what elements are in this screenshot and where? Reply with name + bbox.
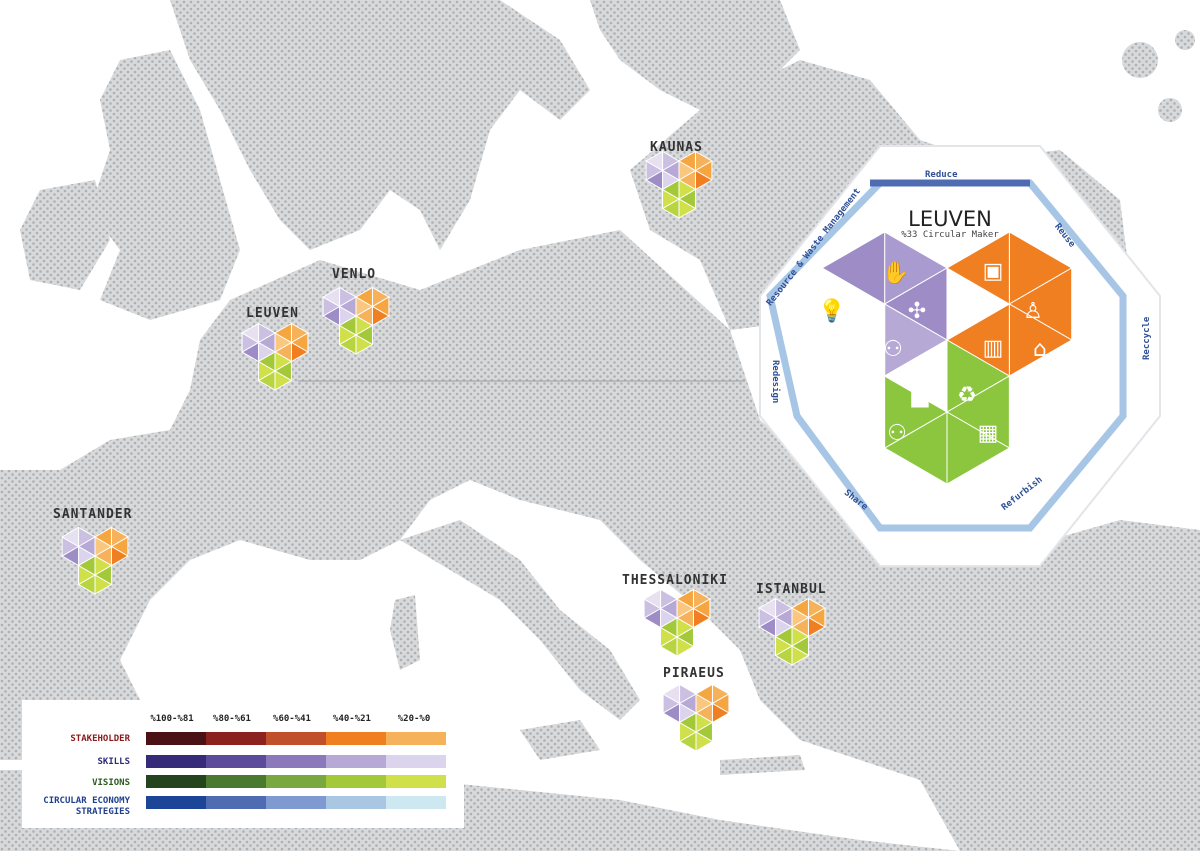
hex-triangle — [61, 526, 80, 548]
hex-triangle — [883, 339, 948, 413]
community-icon: ⚇ — [887, 421, 907, 446]
legend-swatch — [266, 775, 326, 788]
legend-range-2: %80-%61 — [213, 714, 251, 724]
strategy-ring — [766, 179, 1127, 532]
brain-icon: ◉ — [840, 336, 859, 361]
strategy-label-reccycle: Reccycle — [1142, 316, 1152, 360]
legend-range-1: %100-%81 — [150, 714, 194, 724]
legend-swatch — [386, 755, 446, 768]
network-icon: ✣ — [908, 299, 926, 324]
legend-swatch — [326, 732, 386, 745]
hex-triangle — [241, 322, 260, 344]
legend-label-skills: SKILLS — [97, 757, 130, 767]
legend-swatch — [206, 732, 266, 745]
hex-triangle — [661, 179, 680, 200]
detail-subtitle: %33 Circular Maker — [901, 230, 999, 240]
hex-triangle — [676, 588, 694, 610]
detail-city-title: LEUVEN — [908, 207, 992, 231]
legend-swatch — [146, 755, 206, 768]
hex-triangle — [355, 286, 373, 308]
cluster-istanbul — [758, 597, 826, 666]
hex-triangle — [659, 617, 678, 638]
legend-swatch — [146, 732, 206, 745]
tools-hand-icon: ✋ — [882, 260, 909, 286]
detail-petals: 💡◉✋✣⚇▣▭ ♙▥ ⌂▙ ♻⚇ ▦ — [818, 231, 1073, 485]
hex-triangle — [77, 555, 96, 576]
legend-swatch — [386, 732, 446, 745]
legend-swatch — [326, 755, 386, 768]
legend-swatch — [206, 755, 266, 768]
hex-triangle — [93, 526, 112, 548]
city-label-piraeus: PIRAEUS — [663, 666, 725, 681]
hex-triangle — [695, 683, 713, 705]
legend-swatch — [326, 796, 386, 809]
legend-swatch — [326, 775, 386, 788]
legend-bar-visions — [146, 775, 446, 788]
hex-triangle — [791, 597, 809, 619]
cluster-santander — [61, 526, 129, 595]
legend-swatch — [266, 755, 326, 768]
hex-triangle — [643, 588, 662, 610]
briefcase-icon: ▣ — [983, 259, 1004, 284]
legend-label-visions: VISIONS — [92, 778, 130, 788]
legend: %100-%81 %80-%61 %60-%41 %40-%21 %20-%0 … — [22, 700, 464, 828]
hex-triangle — [662, 683, 681, 705]
city-label-leuven: LEUVEN — [246, 306, 299, 321]
detail-flower — [821, 231, 1073, 485]
money-icon: ▭ — [965, 299, 986, 324]
cluster-piraeus — [662, 683, 730, 752]
legend-swatch — [206, 796, 266, 809]
cluster-thessaloniki — [643, 588, 711, 657]
institution-icon: ⌂ — [1033, 337, 1047, 362]
strategy-label-reduce: Reduce — [925, 170, 958, 180]
legend-bar-skills — [146, 755, 446, 768]
legend-swatch — [266, 732, 326, 745]
hex-triangle — [758, 597, 777, 619]
cluster-venlo — [322, 286, 390, 355]
city-label-thessaloniki: THESSALONIKI — [622, 573, 728, 588]
city-label-istanbul: ISTANBUL — [756, 582, 827, 597]
city-icon: ▦ — [978, 421, 999, 446]
hex-triangle — [821, 231, 886, 305]
legend-label-stakeholder: STAKEHOLDER — [70, 734, 130, 744]
cluster-kaunas — [645, 150, 713, 219]
strategy-label-redesign: Redesign — [770, 360, 780, 404]
legend-swatch — [206, 775, 266, 788]
factory-icon: ▙ — [911, 381, 930, 408]
hex-triangle — [322, 286, 341, 308]
hex-triangle — [678, 712, 697, 733]
book-icon: ▥ — [983, 336, 1004, 361]
hex-triangle — [274, 322, 292, 344]
legend-swatch — [386, 775, 446, 788]
legend-bar-stakeholder — [146, 732, 446, 745]
city-label-kaunas: KAUNAS — [650, 140, 703, 155]
person-icon: ♙ — [1023, 299, 1043, 324]
legend-swatch — [146, 796, 206, 809]
hex-triangle — [678, 150, 696, 172]
recycle-leaf-icon: ♻ — [957, 383, 977, 408]
cluster-leuven — [241, 322, 309, 391]
hex-triangle — [946, 231, 1010, 305]
legend-range-5: %20-%0 — [397, 714, 431, 724]
legend-range-3: %60-%41 — [273, 714, 311, 724]
hex-triangle — [257, 351, 276, 372]
city-clusters — [61, 150, 826, 752]
city-label-venlo: VENLO — [332, 267, 377, 282]
legend-swatch — [146, 775, 206, 788]
legend-bar-ce-strategies — [146, 796, 446, 809]
hex-triangle — [774, 626, 793, 647]
city-label-santander: SANTANDER — [53, 507, 133, 522]
hex-triangle — [338, 315, 357, 336]
legend-range-4: %40-%21 — [333, 714, 371, 724]
lightbulb-icon: 💡 — [818, 298, 845, 324]
hex-triangle — [645, 150, 664, 172]
legend-swatch — [266, 796, 326, 809]
people-icon: ⚇ — [883, 337, 903, 362]
legend-swatch — [386, 796, 446, 809]
legend-label-ce-strategies: CIRCULAR ECONOMY STRATEGIES — [43, 796, 130, 817]
